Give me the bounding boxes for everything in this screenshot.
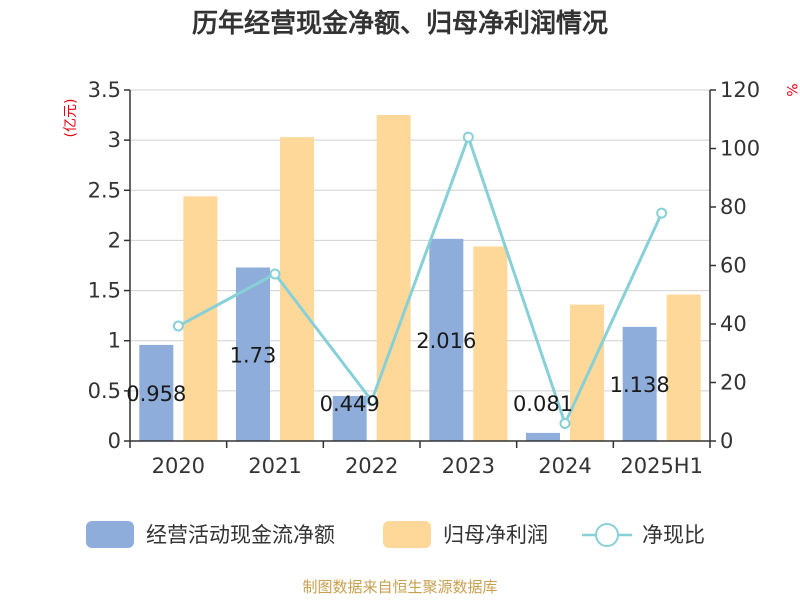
right-tick-label: 100 bbox=[720, 137, 760, 161]
ratio-point bbox=[172, 320, 184, 332]
legend: 经营活动现金流净额 归母净利润 净现比 bbox=[86, 521, 705, 548]
ratio-point bbox=[462, 131, 474, 143]
ratio-line bbox=[172, 131, 668, 429]
bar-cash-flow bbox=[622, 326, 657, 441]
bar-net-profit bbox=[376, 115, 411, 442]
bar-net-profit bbox=[666, 294, 701, 441]
ratio-point bbox=[269, 268, 281, 280]
legend-swatch-net-profit bbox=[383, 521, 431, 548]
bar-cash-flow bbox=[139, 344, 174, 441]
left-tick-label: 2 bbox=[108, 228, 121, 252]
data-label-cash-flow: 2.016 bbox=[416, 329, 476, 353]
ratio-line-path bbox=[177, 132, 664, 428]
right-tick-label: 0 bbox=[720, 429, 733, 453]
data-label-cash-flow: 1.73 bbox=[230, 343, 277, 367]
data-label-cash-flow: 0.958 bbox=[126, 382, 186, 406]
legend-label-ratio: 净现比 bbox=[642, 523, 705, 547]
bar-cash-flow bbox=[236, 267, 270, 441]
legend-swatch-cash-flow bbox=[86, 521, 134, 548]
data-label-cash-flow: 0.449 bbox=[320, 392, 380, 416]
left-tick-label: 1.5 bbox=[88, 279, 121, 303]
left-tick-label: 2.5 bbox=[88, 178, 121, 202]
right-tick-label: 60 bbox=[720, 254, 747, 278]
data-labels: 0.958 1.73 0.449 2.016 0.081 1.138 bbox=[126, 329, 669, 416]
right-axis-unit: % bbox=[783, 83, 799, 96]
data-label-cash-flow: 1.138 bbox=[610, 373, 670, 397]
x-tick-label: 2025H1 bbox=[620, 454, 703, 478]
left-tick-label: 1 bbox=[108, 329, 121, 353]
left-axis-unit: (亿元) bbox=[63, 99, 79, 138]
bar-cash-flow bbox=[429, 238, 464, 441]
bars bbox=[139, 115, 701, 442]
bar-cash-flow bbox=[332, 395, 367, 441]
bar-cash-flow bbox=[526, 432, 560, 441]
right-tick-label: 20 bbox=[720, 371, 747, 395]
x-tick-label: 2023 bbox=[442, 454, 495, 478]
right-tick-label: 120 bbox=[720, 78, 760, 102]
source-note: 制图数据来自恒生聚源数据库 bbox=[302, 578, 497, 596]
ratio-point bbox=[366, 395, 378, 407]
x-tick-label: 2022 bbox=[345, 454, 398, 478]
data-label-cash-flow: 0.081 bbox=[513, 392, 573, 416]
legend-label-net-profit: 归母净利润 bbox=[443, 523, 548, 547]
right-tick-label: 80 bbox=[720, 195, 747, 219]
ratio-point bbox=[656, 207, 668, 219]
left-tick-label: 3 bbox=[108, 128, 121, 152]
bar-net-profit bbox=[183, 196, 218, 441]
right-tick-label: 40 bbox=[720, 312, 747, 336]
x-tick-label: 2024 bbox=[538, 454, 591, 478]
left-tick-label: 0 bbox=[108, 429, 121, 453]
x-tick-label: 2020 bbox=[152, 454, 205, 478]
chart-title: 历年经营现金净额、归母净利润情况 bbox=[192, 8, 608, 39]
left-tick-label: 0.5 bbox=[88, 379, 121, 403]
x-tick-label: 2021 bbox=[248, 454, 301, 478]
axes: 0 0.5 1 1.5 2 2.5 3 3.5 0 20 40 60 80 100 120 2020 2021 2… bbox=[88, 78, 761, 478]
grid bbox=[130, 89, 710, 392]
bar-net-profit bbox=[473, 246, 508, 441]
ratio-point bbox=[559, 417, 571, 429]
left-tick-label: 3.5 bbox=[88, 78, 121, 102]
legend-marker-ratio bbox=[595, 523, 619, 547]
legend-label-cash-flow: 经营活动现金流净额 bbox=[146, 523, 335, 547]
